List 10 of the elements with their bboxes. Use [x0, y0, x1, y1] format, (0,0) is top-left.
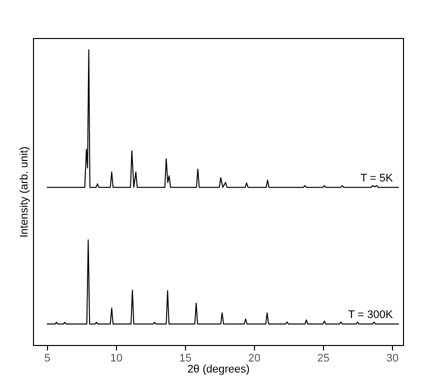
x-tick-label: 30: [386, 352, 399, 364]
series-label: T = 300K: [348, 309, 394, 322]
y-axis-title: Intensity (arb. unit): [18, 146, 30, 238]
x-tick-label: 25: [317, 352, 330, 364]
series-label: T = 5K: [360, 172, 394, 184]
x-tick-label: 15: [179, 352, 192, 364]
x-tick-label: 10: [110, 352, 122, 364]
x-tick-label: 5: [44, 352, 50, 364]
x-tick-label: 20: [248, 352, 261, 364]
x-axis-title: 2θ (degrees): [187, 364, 250, 376]
